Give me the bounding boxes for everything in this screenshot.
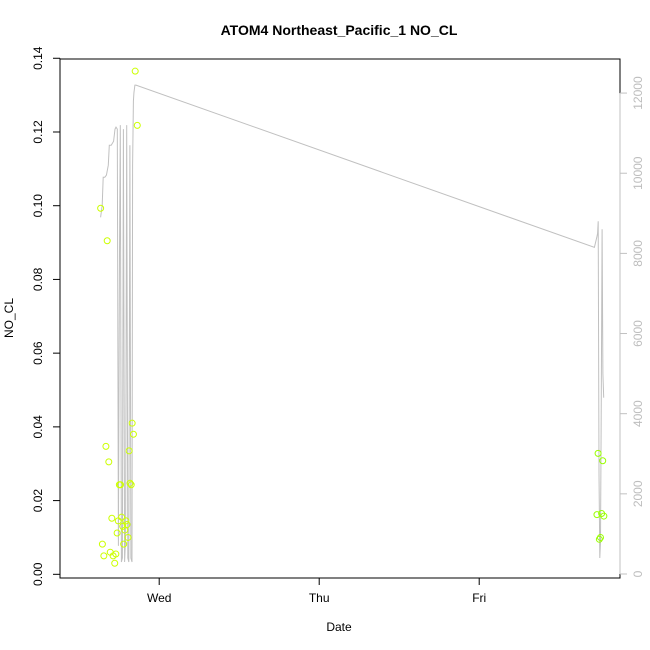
- data-point: [100, 552, 108, 560]
- y-left-tick-label: 0.14: [31, 46, 45, 70]
- x-tick-label: Fri: [472, 591, 486, 605]
- data-point: [125, 447, 133, 455]
- y-left-tick-label: 0.12: [31, 120, 45, 144]
- y-right-tick-label: 12000: [631, 76, 645, 110]
- data-point: [97, 204, 105, 212]
- data-point: [113, 529, 121, 537]
- data-point: [595, 535, 603, 543]
- series-line-group: [100, 84, 605, 563]
- data-point: [128, 419, 136, 427]
- data-point: [108, 514, 116, 522]
- data-point: [98, 540, 106, 548]
- y-right-tick-label: 2000: [631, 480, 645, 507]
- x-axis: Wed Thu Fri: [147, 577, 486, 605]
- data-point: [599, 457, 607, 465]
- data-point: [124, 533, 132, 541]
- data-point: [111, 559, 119, 567]
- chart-title: ATOM4 Northeast_Pacific_1 NO_CL: [221, 22, 458, 38]
- data-point: [116, 481, 124, 489]
- series-line: [100, 84, 605, 563]
- y-left-tick-label: 0.00: [31, 562, 45, 586]
- x-axis-title: Date: [326, 620, 352, 634]
- data-point: [122, 517, 130, 525]
- y-right-tick-label: 6000: [631, 320, 645, 347]
- y-right-tick-label: 8000: [631, 240, 645, 267]
- data-point: [118, 513, 126, 521]
- data-point: [594, 449, 602, 457]
- y-right-tick-label: 10000: [631, 156, 645, 190]
- data-point: [131, 67, 139, 75]
- data-point: [129, 430, 137, 438]
- data-point: [120, 540, 128, 548]
- data-point: [119, 522, 127, 530]
- data-point: [127, 481, 135, 489]
- series-points-group: [97, 67, 608, 567]
- y-left-tick-label: 0.10: [31, 194, 45, 218]
- plot-frame: [59, 58, 621, 579]
- data-point: [105, 458, 113, 466]
- y-right-tick-label: 0: [631, 570, 645, 577]
- y-left-tick-label: 0.06: [31, 341, 45, 365]
- x-tick-label: Thu: [309, 591, 330, 605]
- data-point: [593, 511, 601, 519]
- y-axis-left: 0.00 0.02 0.04 0.06 0.08 0.10 0.12 0.14: [31, 46, 61, 586]
- data-point: [103, 237, 111, 245]
- data-point: [600, 512, 608, 520]
- data-point: [123, 521, 131, 529]
- data-point: [112, 550, 120, 558]
- data-point: [126, 479, 134, 487]
- data-point: [596, 533, 604, 541]
- y-left-tick-label: 0.04: [31, 415, 45, 439]
- y-right-tick-label: 4000: [631, 400, 645, 427]
- y-axis-right: 0 2000 4000 6000 8000 10000 12000: [619, 76, 645, 577]
- y-axis-title: NO_CL: [2, 298, 16, 338]
- y-left-tick-label: 0.02: [31, 489, 45, 513]
- x-tick-label: Wed: [147, 591, 171, 605]
- data-point: [102, 442, 110, 450]
- data-point: [133, 121, 141, 129]
- y-left-tick-label: 0.08: [31, 267, 45, 291]
